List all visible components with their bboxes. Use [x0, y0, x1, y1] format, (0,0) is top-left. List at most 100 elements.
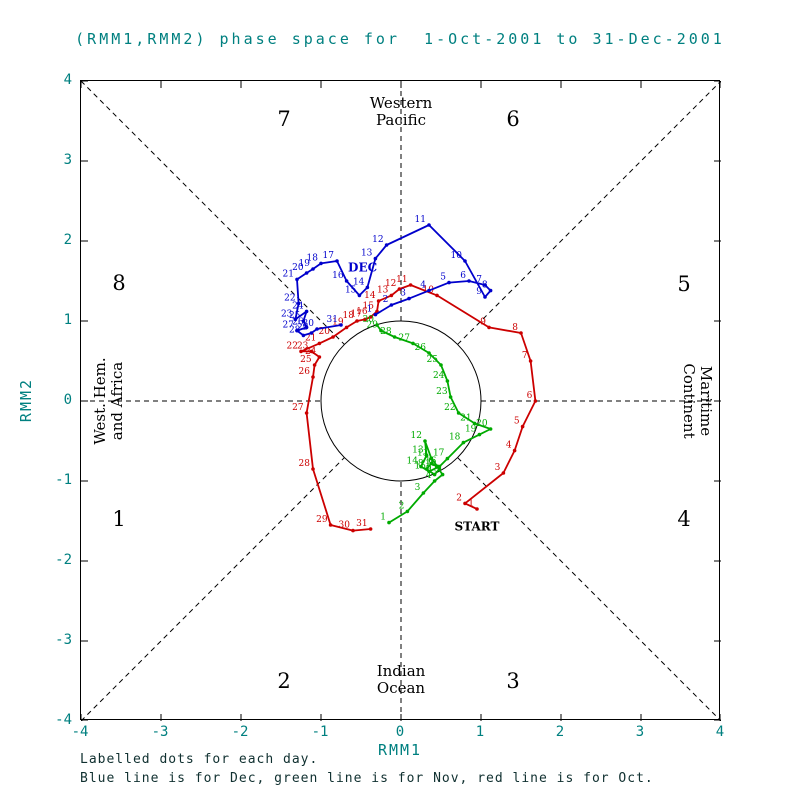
day-label: 20	[319, 327, 331, 337]
day-label: 9	[480, 317, 486, 327]
region-line: Continent	[680, 363, 698, 439]
day-dot	[355, 319, 359, 323]
day-label: 8	[418, 459, 424, 469]
y-tick-label: 3	[63, 152, 72, 168]
day-label: 23	[297, 341, 309, 351]
day-dot	[477, 432, 482, 437]
day-label: 10	[425, 459, 437, 469]
day-dot	[487, 325, 491, 330]
day-dot	[311, 375, 315, 379]
region-line: Indian	[376, 662, 426, 680]
day-dot	[389, 303, 394, 307]
caption-legend: Blue line is for Dec, green line is for …	[80, 771, 654, 786]
day-label: 30	[363, 315, 375, 325]
day-label: 26	[299, 367, 311, 377]
day-dot	[357, 293, 362, 298]
day-label: 24	[292, 301, 304, 311]
day-dot	[427, 223, 431, 227]
day-dot	[439, 363, 443, 367]
y-tick-label: -1	[55, 472, 72, 488]
day-label: 1	[380, 513, 386, 523]
x-tick-label: -3	[151, 724, 169, 740]
octant-label-8: 8	[112, 271, 126, 295]
day-dot	[429, 456, 434, 461]
day-dot	[301, 319, 306, 323]
day-label: 30	[303, 319, 315, 329]
day-label: 13	[412, 445, 424, 455]
unit-circle	[320, 320, 482, 482]
day-dot	[339, 323, 343, 327]
day-label: 12	[385, 279, 396, 289]
day-dot	[301, 333, 306, 338]
day-label: 29	[316, 515, 328, 525]
day-label: 7	[522, 351, 528, 361]
day-dot	[304, 325, 309, 330]
day-dot	[304, 309, 309, 314]
day-label: 19	[332, 317, 344, 327]
day-dot	[384, 243, 389, 247]
day-dot	[368, 315, 373, 319]
day-dot	[432, 479, 437, 483]
dashed-guide-line	[457, 457, 721, 721]
day-dot	[463, 259, 467, 263]
day-label: 25	[300, 355, 312, 365]
day-dot	[483, 295, 487, 299]
day-dot	[317, 355, 322, 359]
day-dot	[309, 349, 314, 354]
day-label: 11	[417, 449, 428, 459]
day-label: 24	[305, 347, 317, 357]
day-label: 22	[287, 341, 298, 351]
day-dot	[335, 259, 339, 263]
day-dot	[435, 293, 439, 298]
day-label: 29	[297, 323, 309, 333]
day-label: 9	[476, 287, 482, 297]
day-dot	[461, 440, 466, 445]
day-label: 8	[512, 323, 518, 333]
day-dot	[456, 411, 461, 415]
day-label: 28	[380, 327, 392, 337]
region-line: Maritime	[697, 365, 715, 437]
dashed-guide-line	[457, 81, 721, 345]
day-dot	[421, 491, 426, 495]
day-label: 6	[460, 271, 466, 281]
day-label: 18	[449, 433, 461, 443]
day-dot	[427, 351, 431, 355]
day-dot	[405, 509, 410, 514]
day-label: 21	[283, 269, 294, 279]
x-tick-label: 3	[635, 724, 645, 740]
day-label: 1	[367, 305, 373, 315]
day-dot	[351, 528, 355, 533]
day-label: 18	[307, 253, 319, 263]
region-label-western-pacific: Western Pacific	[370, 95, 433, 129]
day-label: 26	[415, 343, 427, 353]
octant-label-1: 1	[112, 507, 126, 531]
day-label: 5	[440, 273, 446, 283]
day-label: 17	[323, 251, 335, 261]
day-label: 3	[415, 483, 421, 493]
dashed-guide-line	[81, 81, 345, 345]
day-label: 5	[514, 417, 520, 427]
day-label: 30	[339, 521, 351, 531]
day-dot	[365, 285, 370, 290]
day-dot	[512, 448, 517, 453]
day-dot	[392, 335, 397, 339]
octant-label-6: 6	[506, 107, 520, 131]
region-label-indian-ocean: Indian Ocean	[377, 663, 426, 697]
day-dot	[520, 424, 525, 429]
region-line: Ocean	[376, 679, 426, 697]
region-line: and Africa	[108, 361, 126, 441]
day-label: 6	[527, 391, 533, 401]
x-tick-label: -4	[71, 724, 89, 740]
day-dot	[373, 312, 378, 317]
day-label: 23	[436, 387, 448, 397]
day-dot	[309, 331, 314, 335]
day-label: 25	[427, 355, 439, 365]
day-dot	[311, 267, 315, 271]
region-line: Western	[369, 94, 433, 112]
day-dot	[295, 277, 299, 282]
day-dot	[344, 279, 349, 283]
day-dot	[488, 288, 493, 293]
day-dot	[296, 301, 301, 306]
day-label: 16	[425, 457, 437, 467]
